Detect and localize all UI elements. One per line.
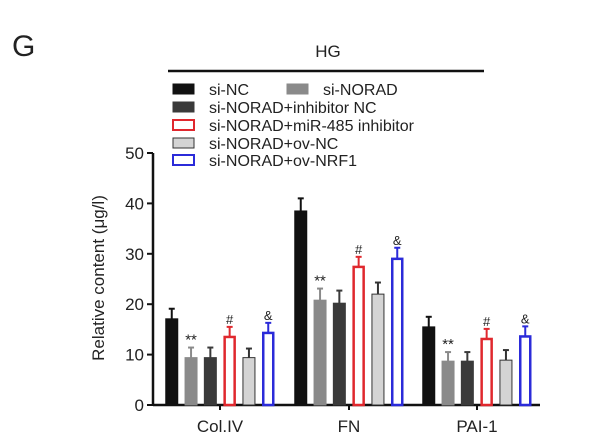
legend-label: si-NORAD+ov-NRF1 — [209, 153, 357, 170]
x-tick-label: PAI-1 — [456, 417, 497, 436]
bar — [480, 337, 493, 407]
y-tick-label: 20 — [125, 295, 144, 314]
legend-label: si-NORAD — [323, 82, 398, 99]
y-tick-label: 0 — [135, 396, 144, 415]
significance-mark: ** — [314, 273, 326, 290]
bar — [422, 326, 436, 406]
bar — [165, 318, 179, 406]
bar — [223, 335, 236, 407]
legend-label: si-NORAD+ov-NC — [209, 136, 338, 153]
significance-mark: # — [226, 312, 234, 327]
legend-label: si-NORAD+miR-485 inhibitor — [209, 118, 415, 135]
bar — [332, 302, 346, 406]
panel-label: G — [12, 30, 35, 63]
bar — [242, 357, 256, 406]
x-tick-label: FN — [338, 417, 361, 436]
bar — [519, 335, 532, 407]
legend-swatch — [286, 83, 309, 95]
significance-mark: & — [264, 308, 273, 323]
legend-swatch — [172, 137, 195, 149]
y-tick-label: 10 — [125, 346, 144, 365]
significance-mark: # — [483, 314, 491, 329]
y-tick-label: 40 — [125, 194, 144, 213]
bar — [441, 360, 455, 406]
y-tick-label: 30 — [125, 245, 144, 264]
bar — [499, 359, 513, 406]
legend-label: si-NORAD+inhibitor NC — [209, 100, 377, 117]
legend-label: si-NC — [209, 82, 249, 99]
bar — [313, 299, 327, 406]
legend-swatch — [172, 101, 195, 113]
y-tick-label: 50 — [125, 144, 144, 163]
plot-area: 0 10 20 30 40 50 Col.IV ** # & FN ** # & PAI-1 ** # & — [125, 144, 540, 436]
legend-swatch — [172, 119, 195, 131]
bar — [184, 357, 198, 406]
bar — [460, 360, 474, 406]
significance-mark: & — [393, 233, 402, 248]
bar — [391, 257, 404, 407]
legend-swatch — [172, 154, 195, 166]
y-axis-label: Relative content (μg/l) — [89, 195, 108, 361]
bar — [294, 210, 308, 406]
x-tick-label: Col.IV — [197, 417, 244, 436]
bar — [371, 293, 385, 406]
legend-swatch — [172, 83, 195, 95]
bar — [203, 357, 217, 406]
significance-mark: # — [355, 242, 363, 257]
significance-mark: ** — [185, 332, 197, 349]
significance-mark: & — [521, 311, 530, 326]
bar — [352, 265, 365, 407]
significance-mark: ** — [442, 336, 454, 353]
bar — [262, 331, 275, 407]
group-label: HG — [315, 42, 341, 61]
